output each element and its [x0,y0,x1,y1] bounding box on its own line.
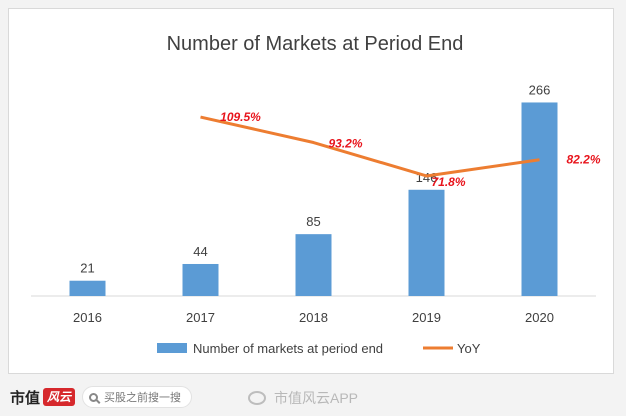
bar-2017 [182,263,219,296]
bar-line-chart: Number of Markets at Period End 21448514… [31,33,601,356]
yoy-label-2018: 93.2% [328,137,362,151]
bar-2019 [408,189,445,296]
bar-2016 [69,280,106,296]
search-box[interactable]: 买股之前搜一搜 [82,386,192,408]
legend-bar-swatch [157,343,187,353]
yoy-line [200,115,540,178]
bar-label-2016: 21 [80,261,94,276]
x-tick-2016: 2016 [73,310,102,325]
watermark: 市值风云APP [248,388,358,408]
legend-line-label: YoY [457,341,481,356]
legend: Number of markets at period end YoY [157,341,481,356]
chart-title: Number of Markets at Period End [167,33,464,55]
yoy-label-2020: 82.2% [566,153,600,167]
bar-2018 [295,234,332,296]
search-icon [89,392,98,402]
bar-2020 [521,102,558,296]
footer-bar: 市值 风云 买股之前搜一搜 市值风云APP [0,380,626,416]
chart-card: Number of Markets at Period End 21 44 85 14… [8,8,614,374]
x-tick-2020: 2020 [525,310,554,325]
brand-name: 市值 [10,388,41,407]
x-tick-2019: 2019 [412,310,441,325]
weibo-icon [248,391,266,405]
yoy-label-2017: 109.5% [220,110,261,124]
search-placeholder: 买股之前搜一搜 [104,392,181,404]
x-tick-2018: 2018 [299,310,328,325]
bar-label-2017: 44 [193,244,207,259]
legend-bar-label: Number of markets at period end [193,341,383,356]
yoy-label-2019: 71.8% [431,175,465,189]
brand-mark: 风云 [43,388,76,406]
bar-label-2018: 85 [306,214,320,229]
bar-label-2020: 266 [529,82,551,97]
watermark-text: 市值风云APP [274,390,359,406]
x-tick-2017: 2017 [186,310,215,325]
brand-logo[interactable]: 市值 风云 [10,386,76,408]
